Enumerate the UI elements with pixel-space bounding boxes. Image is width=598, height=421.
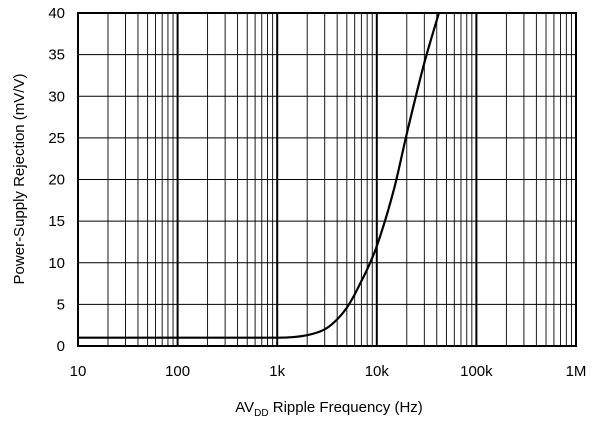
x-tick-label: 10k <box>365 363 390 380</box>
y-tick-label: 40 <box>48 5 65 22</box>
y-tick-label: 10 <box>48 255 65 272</box>
y-tick-label: 0 <box>57 338 65 355</box>
x-tick-label: 100k <box>460 363 493 380</box>
x-tick-label: 1M <box>566 363 587 380</box>
y-axis-title: Power-Supply Rejection (mV/V) <box>11 74 28 285</box>
x-tick-labels: 10 100 1k 10k 100k 1M <box>70 363 587 380</box>
y-tick-label: 30 <box>48 88 65 105</box>
plot-frame <box>77 12 577 347</box>
y-tick-label: 35 <box>48 47 65 64</box>
y-tick-label: 15 <box>48 213 65 230</box>
grid <box>77 12 576 347</box>
series-line-psr <box>77 12 440 339</box>
y-tick-label: 20 <box>48 172 65 189</box>
y-tick-label: 5 <box>57 296 65 313</box>
y-tick-labels: 0 5 10 15 20 25 30 35 40 <box>48 5 65 355</box>
x-tick-label: 10 <box>70 363 87 380</box>
x-tick-label: 1k <box>269 363 285 380</box>
x-tick-label: 100 <box>165 363 190 380</box>
x-axis-title: AVDD Ripple Frequency (Hz) <box>235 399 423 419</box>
y-tick-label: 25 <box>48 130 65 147</box>
